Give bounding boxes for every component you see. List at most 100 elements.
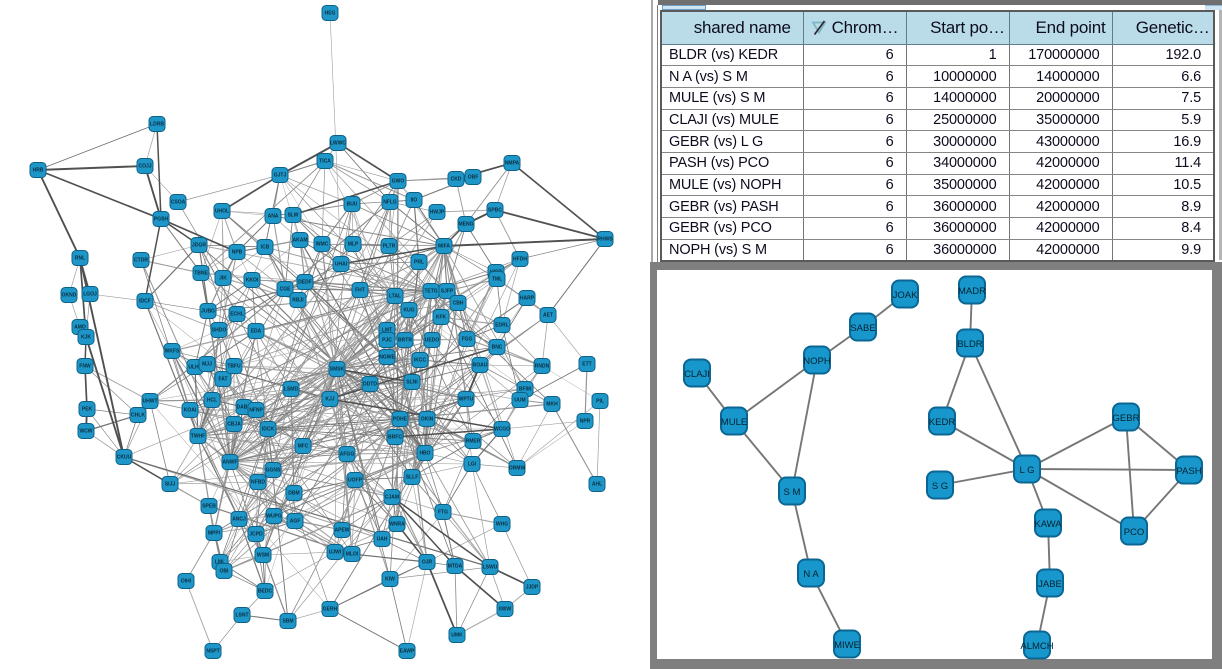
svg-text:BRFC: BRFC xyxy=(388,435,402,441)
svg-text:WCGO: WCGO xyxy=(494,427,510,433)
svg-text:N A: N A xyxy=(803,569,819,580)
svg-text:NFNP: NFNP xyxy=(249,408,263,414)
svg-text:UMK: UMK xyxy=(451,633,463,639)
svg-text:IIWW: IIWW xyxy=(499,607,511,613)
svg-text:OBI: OBI xyxy=(220,569,230,575)
svg-text:SHDO: SHDO xyxy=(212,328,227,334)
svg-text:JIK: JIK xyxy=(219,276,227,282)
svg-text:NPB: NPB xyxy=(232,250,243,256)
svg-text:ICB: ICB xyxy=(261,245,270,251)
svg-text:AMO: AMO xyxy=(74,325,86,331)
svg-text:TBNE: TBNE xyxy=(194,271,208,277)
svg-text:UAH: UAH xyxy=(377,537,388,543)
svg-text:LMT: LMT xyxy=(382,328,392,334)
svg-text:CKUU: CKUU xyxy=(117,455,132,461)
svg-text:RHWS: RHWS xyxy=(597,237,613,243)
svg-text:JUBG: JUBG xyxy=(201,309,215,315)
svg-text:LDRB: LDRB xyxy=(150,122,164,128)
svg-text:EAWP: EAWP xyxy=(400,649,415,655)
svg-text:BUU: BUU xyxy=(347,202,358,208)
svg-text:UEDO: UEDO xyxy=(425,338,440,344)
svg-text:WSM: WSM xyxy=(257,553,269,559)
svg-text:SJFP: SJFP xyxy=(441,289,454,295)
svg-text:ORMW: ORMW xyxy=(509,466,526,472)
svg-text:JJDP: JJDP xyxy=(526,585,539,591)
svg-text:PJC: PJC xyxy=(382,338,392,344)
svg-text:RBJI: RBJI xyxy=(292,298,304,304)
svg-text:NSPT: NSPT xyxy=(206,649,219,655)
svg-text:BNC: BNC xyxy=(492,345,503,351)
svg-text:DABM: DABM xyxy=(237,405,252,411)
svg-text:GWO: GWO xyxy=(392,179,405,185)
svg-text:FAT: FAT xyxy=(218,377,227,383)
svg-text:UOFP: UOFP xyxy=(348,478,363,484)
svg-text:AHL: AHL xyxy=(592,482,602,488)
svg-text:SLW: SLW xyxy=(288,213,299,219)
svg-text:BLDR: BLDR xyxy=(957,339,982,350)
svg-text:JDGR: JDGR xyxy=(192,243,206,249)
svg-text:NFLG: NFLG xyxy=(383,200,397,206)
svg-text:PLTR: PLTR xyxy=(383,244,396,250)
svg-text:BRTR: BRTR xyxy=(398,338,412,344)
svg-text:CHLK: CHLK xyxy=(131,413,145,419)
svg-text:MENG: MENG xyxy=(459,222,474,228)
svg-text:BFIM: BFIM xyxy=(519,387,531,393)
svg-text:CTDR: CTDR xyxy=(134,258,148,264)
svg-text:OIHI: OIHI xyxy=(181,579,192,585)
svg-text:WHG: WHG xyxy=(496,522,508,528)
svg-text:KFK: KFK xyxy=(436,315,447,321)
svg-text:ETT: ETT xyxy=(582,362,591,368)
svg-text:NFBD: NFBD xyxy=(251,480,265,486)
svg-text:FNW: FNW xyxy=(79,364,91,370)
svg-text:CGE: CGE xyxy=(280,287,292,293)
svg-text:S G: S G xyxy=(932,481,948,492)
svg-text:PCO: PCO xyxy=(1124,527,1145,538)
svg-text:SLNI: SLNI xyxy=(406,380,418,386)
svg-text:EDRL: EDRL xyxy=(495,323,509,329)
svg-text:NGWE: NGWE xyxy=(379,355,395,361)
svg-text:EDA: EDA xyxy=(251,329,262,335)
svg-text:LSMD: LSMD xyxy=(284,387,299,393)
svg-text:RNDN: RNDN xyxy=(535,364,550,370)
svg-text:CJAM: CJAM xyxy=(385,495,399,501)
svg-text:BEDC: BEDC xyxy=(258,589,273,595)
svg-text:MPPI: MPPI xyxy=(208,531,221,537)
svg-text:KEDR: KEDR xyxy=(929,417,956,428)
svg-text:MLP: MLP xyxy=(348,242,359,248)
svg-text:APEW: APEW xyxy=(335,528,350,534)
svg-text:TBFU: TBFU xyxy=(227,364,241,370)
svg-text:FTG: FTG xyxy=(438,510,448,516)
svg-text:DEDF: DEDF xyxy=(298,280,312,286)
svg-text:WKFS: WKFS xyxy=(165,349,180,355)
svg-text:KJJ: KJJ xyxy=(325,397,334,403)
svg-text:LTAL: LTAL xyxy=(389,294,401,300)
svg-text:SBM: SBM xyxy=(282,619,293,625)
svg-text:SABE: SABE xyxy=(850,323,875,334)
svg-text:OBF: OBF xyxy=(468,175,479,181)
svg-text:UHOL: UHOL xyxy=(215,209,229,215)
svg-text:LGOJ: LGOJ xyxy=(83,292,97,298)
svg-text:HRB: HRB xyxy=(33,168,44,174)
svg-text:CSOA: CSOA xyxy=(171,200,186,206)
svg-text:TICA: TICA xyxy=(319,159,331,165)
svg-text:TWHF: TWHF xyxy=(191,434,205,440)
svg-text:WNRA: WNRA xyxy=(389,522,405,528)
svg-text:MFC: MFC xyxy=(298,444,309,450)
svg-text:ANA: ANA xyxy=(268,214,279,220)
svg-text:CBJA: CBJA xyxy=(227,422,241,428)
svg-text:LWWC: LWWC xyxy=(330,141,346,147)
svg-text:HWJP: HWJP xyxy=(430,210,445,216)
svg-text:CLAJI: CLAJI xyxy=(684,369,710,380)
svg-text:NPR: NPR xyxy=(580,419,591,425)
svg-text:MJJ: MJJ xyxy=(202,362,212,368)
svg-text:WCW: WCW xyxy=(79,429,92,435)
svg-text:IDCK: IDCK xyxy=(262,427,275,433)
svg-text:AET: AET xyxy=(543,313,553,319)
svg-text:KAWA: KAWA xyxy=(1034,519,1062,530)
svg-text:MTDA: MTDA xyxy=(448,564,463,570)
svg-text:KKOI: KKOI xyxy=(246,278,259,284)
svg-text:UHAI: UHAI xyxy=(335,262,348,268)
svg-text:ALMCH: ALMCH xyxy=(1020,641,1053,652)
svg-text:FGG: FGG xyxy=(462,337,473,343)
svg-text:OKND: OKND xyxy=(62,293,77,299)
